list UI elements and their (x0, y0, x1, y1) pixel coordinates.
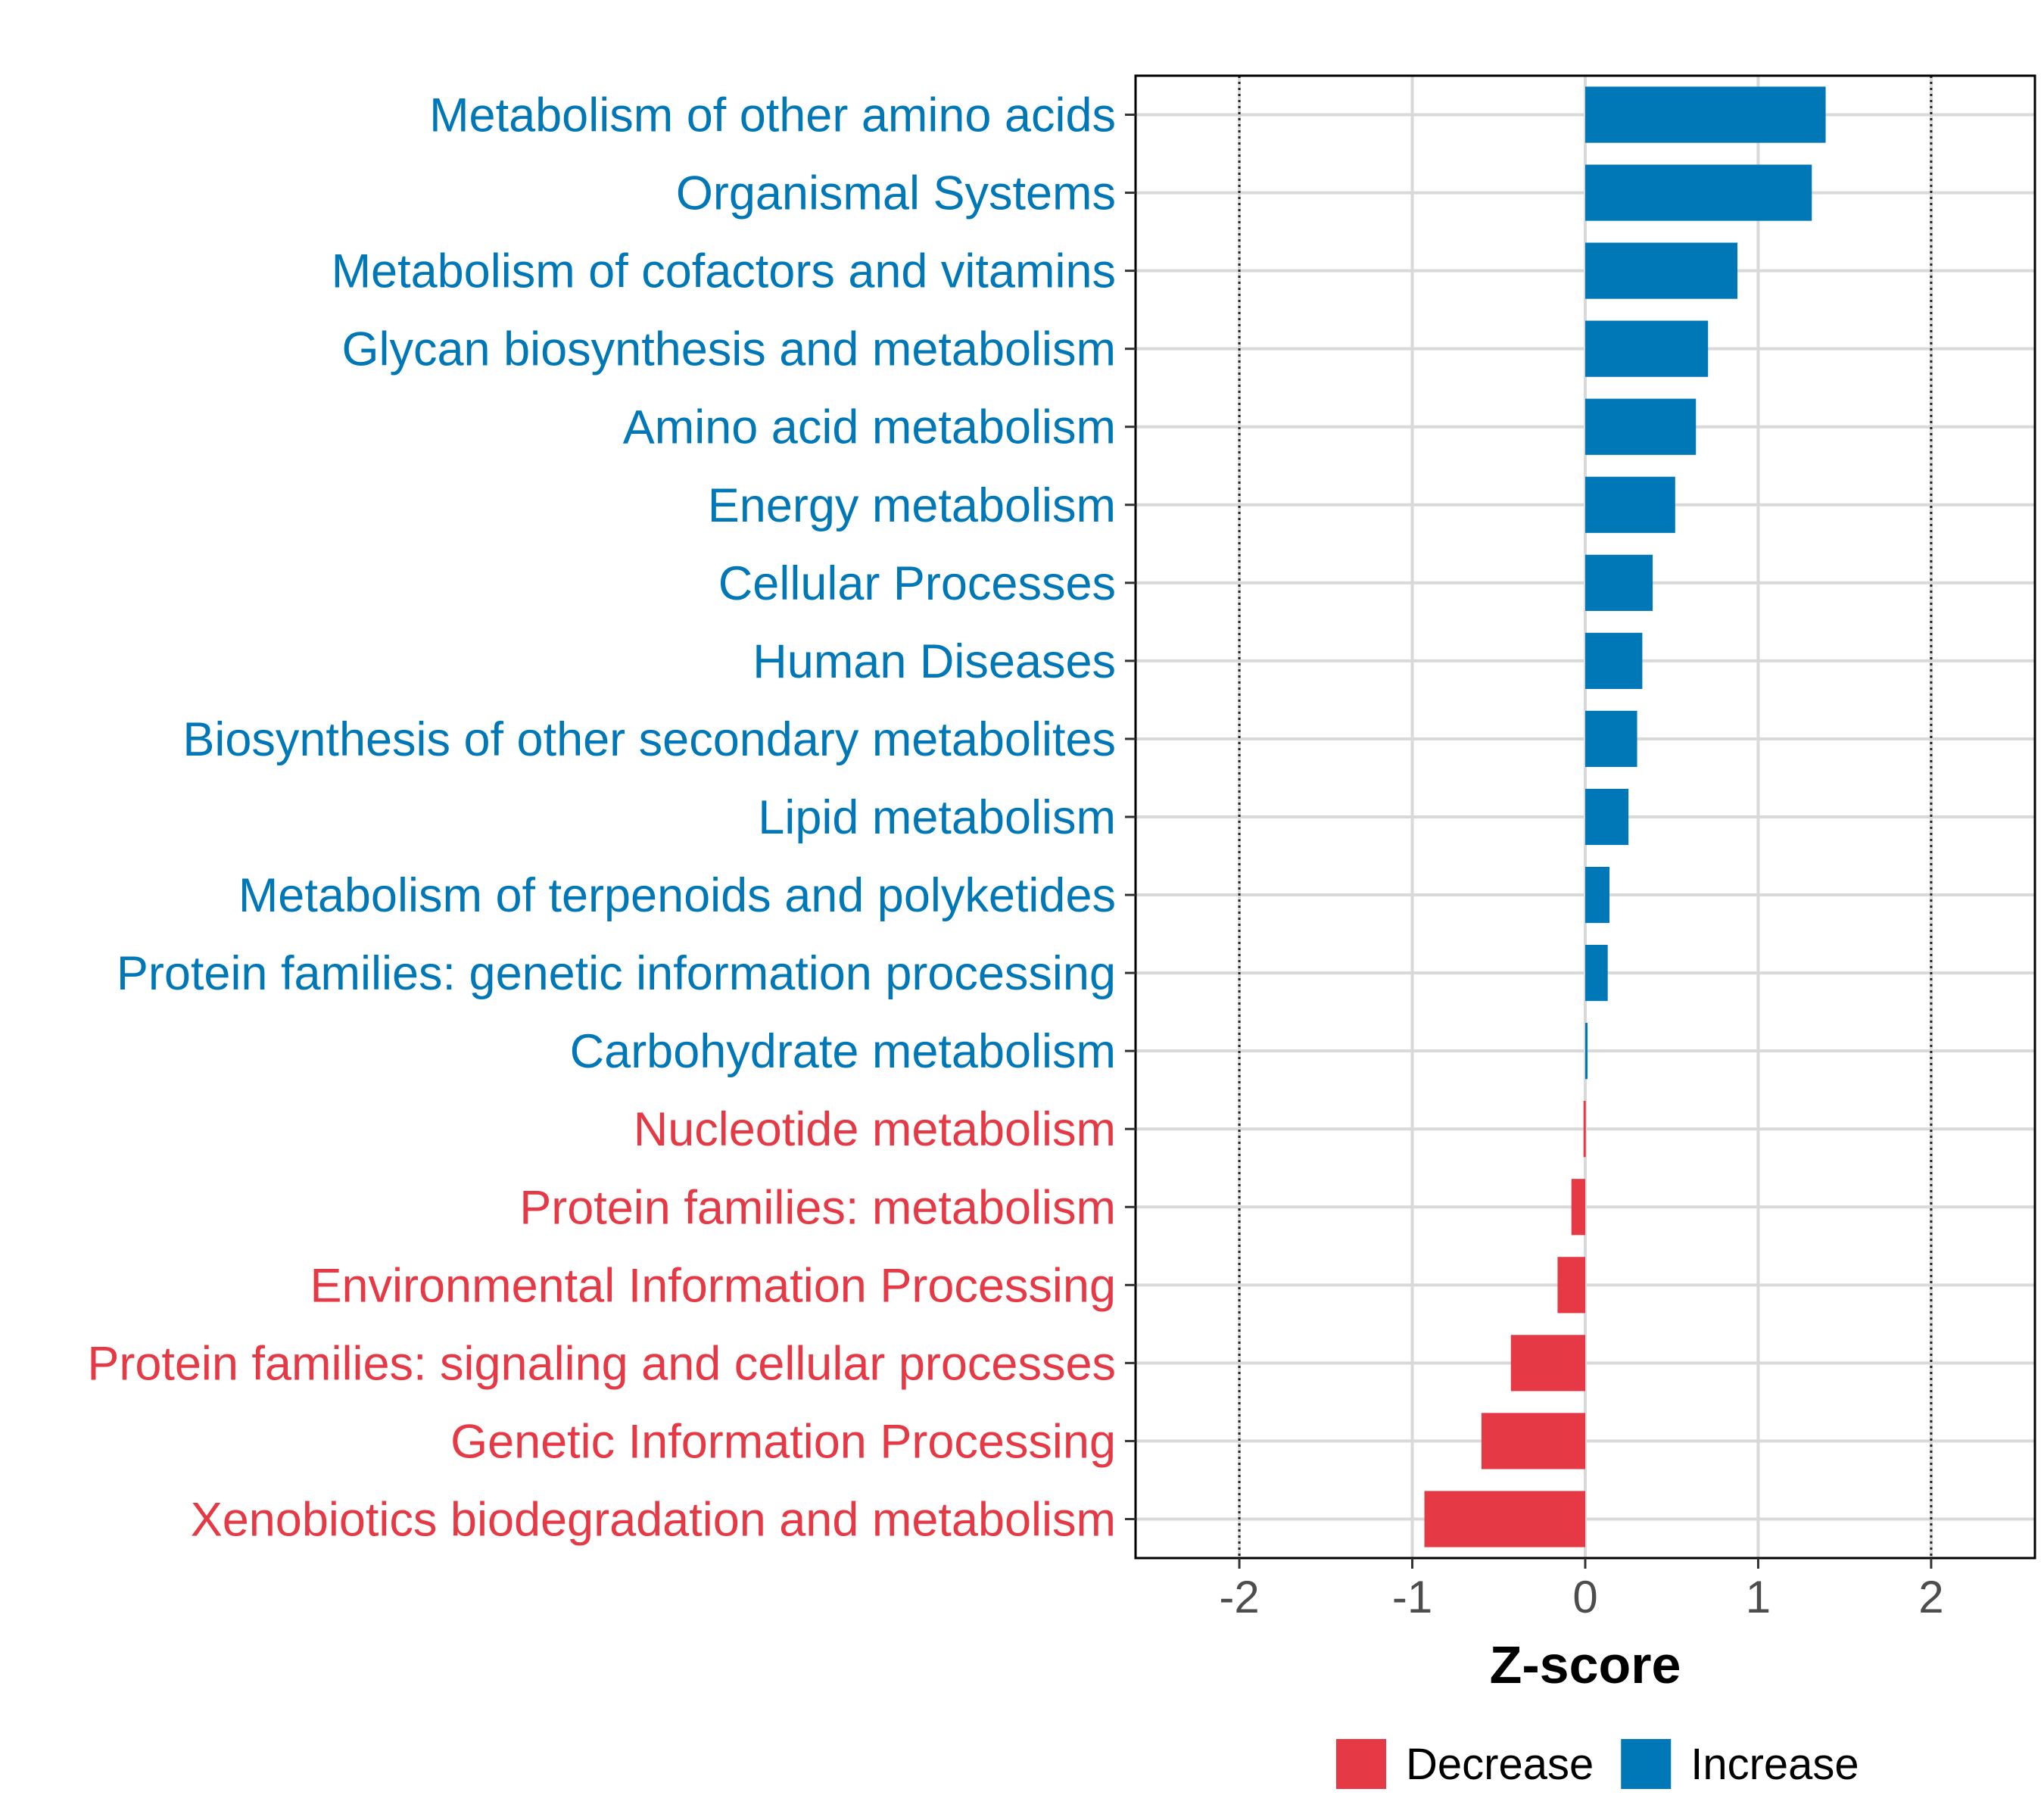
category-label-10: Metabolism of terpenoids and polyketides (238, 869, 1116, 922)
category-label-12: Carbohydrate metabolism (570, 1025, 1116, 1078)
category-label-11: Protein families: genetic information pr… (117, 947, 1116, 1000)
category-label-15: Environmental Information Processing (310, 1259, 1116, 1312)
category-label-3: Glycan biosynthesis and metabolism (342, 323, 1117, 376)
bar-5 (1585, 476, 1675, 533)
bar-9 (1585, 788, 1629, 846)
legend-label-decrease: Decrease (1406, 1740, 1594, 1789)
bar-3 (1585, 320, 1709, 377)
bar-1 (1585, 164, 1812, 221)
x-tick-label-3: 1 (1746, 1572, 1771, 1622)
bar-17 (1481, 1413, 1585, 1469)
bar-18 (1424, 1491, 1585, 1547)
category-label-5: Energy metabolism (708, 479, 1116, 532)
legend-label-increase: Increase (1690, 1740, 1859, 1789)
bar-6 (1585, 554, 1653, 611)
category-label-6: Cellular Processes (718, 557, 1116, 610)
category-label-16: Protein families: signaling and cellular… (87, 1337, 1116, 1390)
bar-10 (1585, 866, 1609, 924)
bar-8 (1585, 710, 1637, 768)
category-label-7: Human Diseases (752, 635, 1116, 688)
reference-lines (1238, 76, 1933, 1558)
category-label-17: Genetic Information Processing (450, 1415, 1116, 1468)
bar-7 (1585, 632, 1643, 689)
bar-14 (1571, 1179, 1585, 1236)
x-tick-label-1: -1 (1392, 1572, 1432, 1622)
bar-2 (1585, 242, 1738, 299)
bar-11 (1585, 945, 1608, 1002)
category-label-8: Biosynthesis of other secondary metaboli… (182, 713, 1116, 766)
bar-15 (1557, 1257, 1585, 1314)
bar-12 (1585, 1023, 1588, 1080)
category-label-18: Xenobiotics biodegradation and metabolis… (191, 1493, 1116, 1546)
category-label-13: Nucleotide metabolism (634, 1103, 1116, 1156)
category-label-9: Lipid metabolism (758, 791, 1116, 844)
category-label-1: Organismal Systems (676, 167, 1116, 220)
category-label-2: Metabolism of cofactors and vitamins (332, 245, 1116, 298)
x-tick-label-0: -2 (1219, 1572, 1259, 1622)
bar-layer (1424, 86, 1826, 1547)
x-axis-title: Z-score (1490, 1635, 1681, 1694)
bar-13 (1583, 1101, 1586, 1158)
x-tick-label-4: 2 (1918, 1572, 1943, 1622)
y-axis: Metabolism of other amino acids Organisma… (87, 89, 1136, 1546)
category-label-0: Metabolism of other amino acids (429, 89, 1116, 142)
category-label-14: Protein families: metabolism (519, 1181, 1116, 1234)
bar-0 (1585, 86, 1826, 143)
legend-swatch-increase (1621, 1739, 1672, 1789)
bar-16 (1510, 1335, 1585, 1392)
legend-swatch-decrease (1336, 1739, 1386, 1789)
x-axis: -2 -1 0 1 2 (1219, 1558, 1944, 1622)
x-tick-label-2: 0 (1572, 1572, 1597, 1622)
legend: Decrease Increase (1336, 1739, 1859, 1789)
bar-4 (1585, 398, 1697, 455)
category-label-4: Amino acid metabolism (623, 401, 1116, 454)
